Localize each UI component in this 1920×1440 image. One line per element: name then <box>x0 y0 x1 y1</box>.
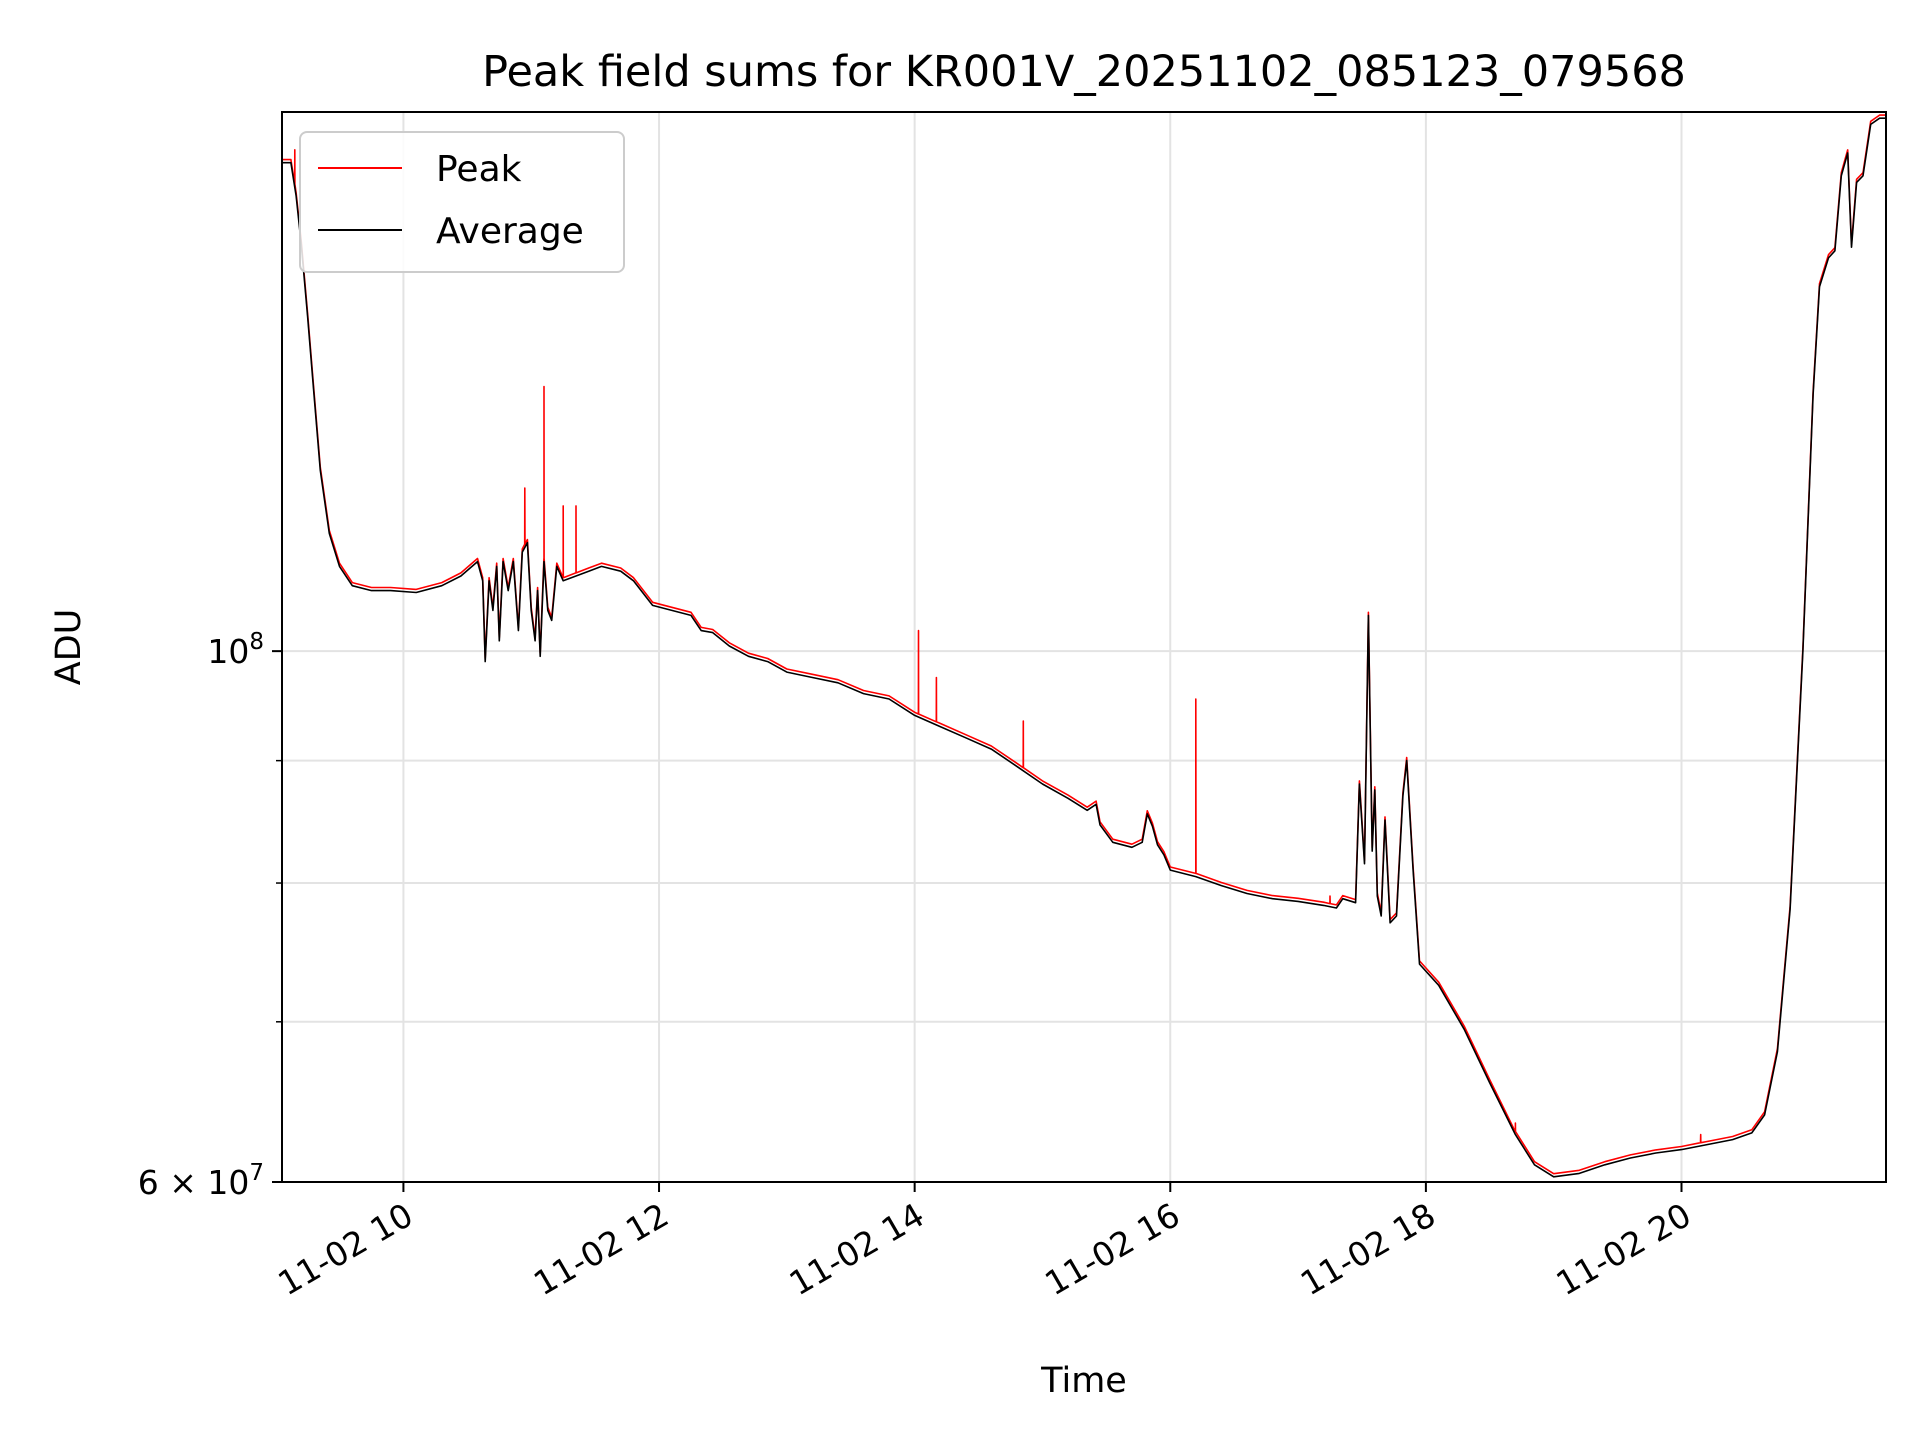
legend: Peak Average <box>299 131 625 273</box>
legend-label-peak: Peak <box>436 149 522 190</box>
grid <box>282 112 1886 1183</box>
y-tick-label: 6 × 107 <box>138 1160 264 1202</box>
y-axis-label: ADU <box>49 609 89 686</box>
y-tick-label: 108 <box>207 629 264 671</box>
plot-frame <box>281 111 1887 1183</box>
chart-title: Peak field sums for KR001V_20251102_0851… <box>482 47 1686 97</box>
legend-label-average: Average <box>436 211 584 252</box>
x-axis-label: Time <box>1040 1361 1127 1401</box>
series-layer <box>282 114 1886 1178</box>
series-line-average <box>282 117 1886 1178</box>
